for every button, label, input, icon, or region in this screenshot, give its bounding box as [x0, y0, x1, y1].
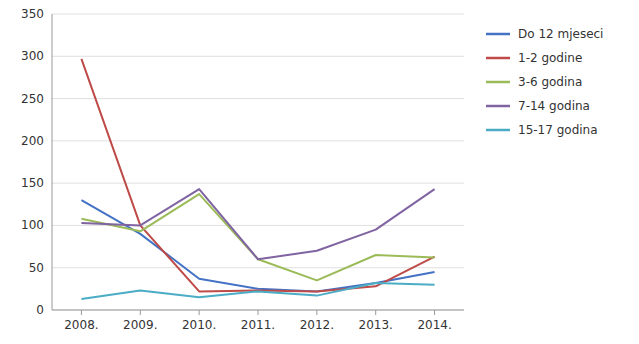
y-axis: 0 50 100 150 200 250 300 350	[21, 7, 464, 317]
series-group	[81, 59, 434, 299]
y-tick-label: 100	[21, 218, 44, 232]
legend-label: 15-17 godina	[518, 123, 598, 137]
x-axis: 2008. 2009. 2010. 2011. 2012. 2013. 2014.	[52, 310, 464, 332]
legend-label: 3-6 godina	[518, 75, 582, 89]
x-tick-label: 2010.	[182, 318, 216, 332]
series-line	[81, 200, 434, 291]
grid-line	[52, 183, 464, 184]
x-tick	[434, 310, 435, 315]
grid-line	[52, 56, 464, 57]
legend-label: 1-2 godine	[518, 51, 582, 65]
x-tick	[140, 310, 141, 315]
legend-swatch	[486, 57, 510, 60]
y-axis-line	[52, 14, 53, 310]
chart-container: 0 50 100 150 200 250 300 350 2008. 2009. 2010. 2011…	[0, 0, 639, 344]
grid-line	[52, 267, 464, 268]
x-tick	[81, 310, 82, 315]
legend-swatch	[486, 129, 510, 132]
legend-label: 7-14 godina	[518, 99, 590, 113]
series-line	[81, 189, 434, 259]
x-tick	[316, 310, 317, 315]
series-line	[81, 283, 434, 299]
x-tick	[199, 310, 200, 315]
chart-svg: 0 50 100 150 200 250 300 350 2008. 2009. 2010. 2011…	[0, 0, 639, 344]
grid-line	[52, 14, 464, 15]
series-line	[81, 59, 434, 292]
x-tick	[375, 310, 376, 315]
grid-line	[52, 140, 464, 141]
y-tick-label: 50	[29, 261, 44, 275]
legend-swatch	[486, 33, 510, 36]
y-tick-label: 300	[21, 49, 44, 63]
legend-label: Do 12 mjeseci	[518, 27, 603, 41]
x-tick-label: 2014.	[417, 318, 451, 332]
x-tick-label: 2011.	[241, 318, 275, 332]
x-tick-label: 2013.	[359, 318, 393, 332]
grid-line	[52, 98, 464, 99]
legend-swatch	[486, 105, 510, 108]
y-tick-label: 150	[21, 176, 44, 190]
y-tick-label: 0	[36, 303, 44, 317]
series-line	[81, 194, 434, 280]
x-tick-label: 2012.	[300, 318, 334, 332]
y-tick-label: 250	[21, 92, 44, 106]
legend-swatch	[486, 81, 510, 84]
x-tick-label: 2008.	[64, 318, 98, 332]
x-tick-label: 2009.	[123, 318, 157, 332]
y-tick-label: 200	[21, 134, 44, 148]
x-tick	[258, 310, 259, 315]
legend: Do 12 mjeseci 1-2 godine 3-6 godina 7-14 go…	[486, 27, 603, 137]
y-tick-label: 350	[21, 7, 44, 21]
